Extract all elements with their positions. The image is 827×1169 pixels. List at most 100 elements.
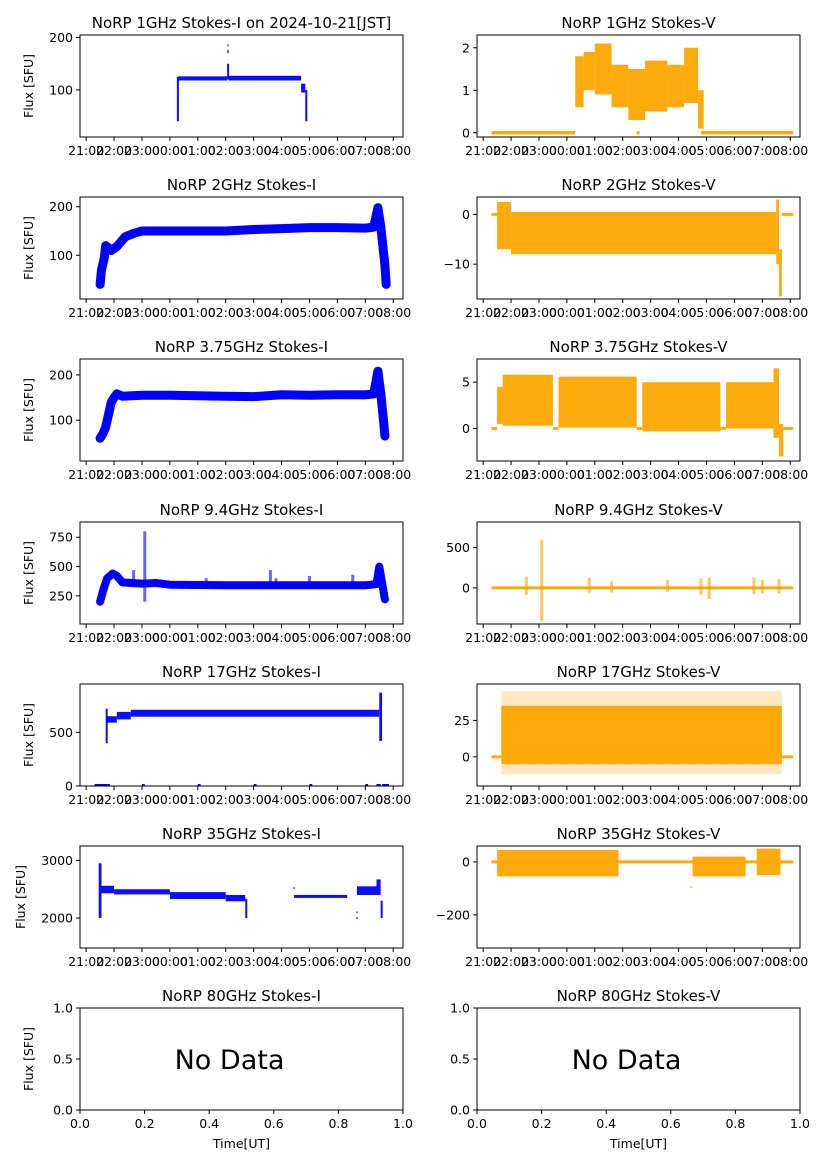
x-tick-label: 08:00 <box>375 467 411 482</box>
data-zero-mark <box>94 784 110 786</box>
no-data-annotation: No Data <box>175 1045 285 1076</box>
y-tick-label: 250 <box>49 588 73 603</box>
x-tick-label: 08:00 <box>772 792 808 807</box>
x-tick-label: 00:00 <box>549 305 585 320</box>
x-tick-label: 02:00 <box>605 467 641 482</box>
x-tick-label: 01:00 <box>577 305 613 320</box>
x-tick-label: 06:00 <box>716 792 752 807</box>
x-tick-label: 03:00 <box>633 792 669 807</box>
x-tick-label: 06:00 <box>319 143 355 158</box>
axes-frame <box>79 683 404 787</box>
y-axis-label: Flux [SFU] <box>21 54 36 118</box>
data-band <box>301 83 306 93</box>
subplot-title: NoRP 35GHz Stokes-V <box>557 825 722 843</box>
data-band <box>305 89 308 122</box>
x-tick-label: 07:00 <box>744 630 780 645</box>
x-tick-label: 04:00 <box>264 630 300 645</box>
data-series <box>95 203 391 289</box>
x-tick-label: 03:00 <box>633 143 669 158</box>
x-tick-label: 00:00 <box>549 143 585 158</box>
data-band <box>491 427 498 431</box>
axes-frame <box>476 358 801 462</box>
data-band <box>176 76 179 122</box>
x-tick-label: 04:00 <box>661 630 697 645</box>
data-band <box>779 249 782 297</box>
x-tick-label: 00:00 <box>152 143 188 158</box>
axes-frame <box>79 196 404 300</box>
x-tick-label: 07:00 <box>347 792 383 807</box>
x-tick-label: 23:00 <box>124 954 160 969</box>
no-data-annotation: No Data <box>572 1045 682 1076</box>
data-band <box>178 76 228 81</box>
subplot-35ghz-i: 2000 3000 21:0022:0023:0000:0001:0002:0003… <box>13 825 411 969</box>
data-band <box>130 709 380 717</box>
x-tick-label: 21:00 <box>68 467 104 482</box>
x-tick-label: 06:00 <box>319 954 355 969</box>
x-tick-label: 06:00 <box>716 630 752 645</box>
data-zero-mark <box>141 784 145 786</box>
subplot-2ghz-i: 100 200 21:0022:0023:0000:0001:0002:0003:0… <box>21 176 411 320</box>
x-tick-label: 05:00 <box>688 143 724 158</box>
x-tick-label: 06:00 <box>319 305 355 320</box>
x-tick-label: 22:00 <box>96 143 132 158</box>
x-tick-label: 21:00 <box>68 792 104 807</box>
x-tick-label: 05:00 <box>688 630 724 645</box>
data-series <box>96 562 389 606</box>
data-band <box>501 705 782 765</box>
subplot-title: NoRP 17GHz Stokes-I <box>162 663 321 681</box>
x-tick-label: 01:00 <box>577 792 613 807</box>
x-tick-label: 01:00 <box>180 305 216 320</box>
x-tick-label: 04:00 <box>661 143 697 158</box>
data-zero-mark <box>197 784 201 786</box>
data-band <box>502 374 553 426</box>
plot-area <box>491 691 794 775</box>
x-tick-label: 02:00 <box>605 954 641 969</box>
data-band <box>114 889 170 895</box>
data-band <box>628 69 646 120</box>
y-tick-label: 0 <box>462 421 470 436</box>
x-tick-label: 05:00 <box>291 630 327 645</box>
x-tick-label: 01:00 <box>577 954 613 969</box>
subplot-title: NoRP 17GHz Stokes-V <box>557 663 722 681</box>
x-tick-label: 00:00 <box>152 792 188 807</box>
x-tick-label: 1.0 <box>790 1116 810 1131</box>
x-tick-label: 21:00 <box>68 630 104 645</box>
data-band <box>98 863 102 919</box>
subplot-title: NoRP 3.75GHz Stokes-V <box>549 338 728 356</box>
x-tick-label: 22:00 <box>96 305 132 320</box>
data-band <box>720 427 727 431</box>
x-tick-label: 02:00 <box>208 467 244 482</box>
y-tick-label: 0.5 <box>53 1052 73 1067</box>
subplot-9.4ghz-v: 050021:0022:0023:0000:0001:0002:0003:000… <box>446 501 808 645</box>
x-tick-label: 07:00 <box>347 467 383 482</box>
data-band <box>294 894 348 898</box>
data-band <box>491 860 794 864</box>
x-tick-label: 1.0 <box>393 1116 413 1131</box>
plot-area <box>491 848 794 889</box>
y-tick-label: 200 <box>49 199 73 214</box>
data-band <box>552 427 559 431</box>
x-tick-label: 22:00 <box>493 954 529 969</box>
x-tick-label: 02:00 <box>605 630 641 645</box>
y-tick-label: 2000 <box>41 911 73 926</box>
y-axis-label: Flux [SFU] <box>21 703 36 767</box>
x-tick-label: 05:00 <box>688 954 724 969</box>
x-tick-label: 03:00 <box>236 630 272 645</box>
data-band <box>376 879 381 895</box>
axes-frame <box>79 34 404 138</box>
x-tick-label: 03:00 <box>236 305 272 320</box>
y-tick-label: 750 <box>49 530 73 545</box>
x-tick-label: 07:00 <box>347 630 383 645</box>
x-tick-label: 00:00 <box>152 630 188 645</box>
subplot-1ghz-i: 100 200 21:0022:0023:0000:0001:0002:0003:0… <box>21 14 411 158</box>
plot-area <box>95 203 391 289</box>
data-band <box>491 755 502 759</box>
x-tick-label: 07:00 <box>744 954 780 969</box>
data-band <box>245 899 248 919</box>
data-band <box>594 43 612 95</box>
x-tick-label: 03:00 <box>633 467 669 482</box>
x-tick-label: 04:00 <box>264 467 300 482</box>
data-band <box>636 131 640 135</box>
x-tick-label: 01:00 <box>577 630 613 645</box>
x-tick-label: 01:00 <box>180 630 216 645</box>
